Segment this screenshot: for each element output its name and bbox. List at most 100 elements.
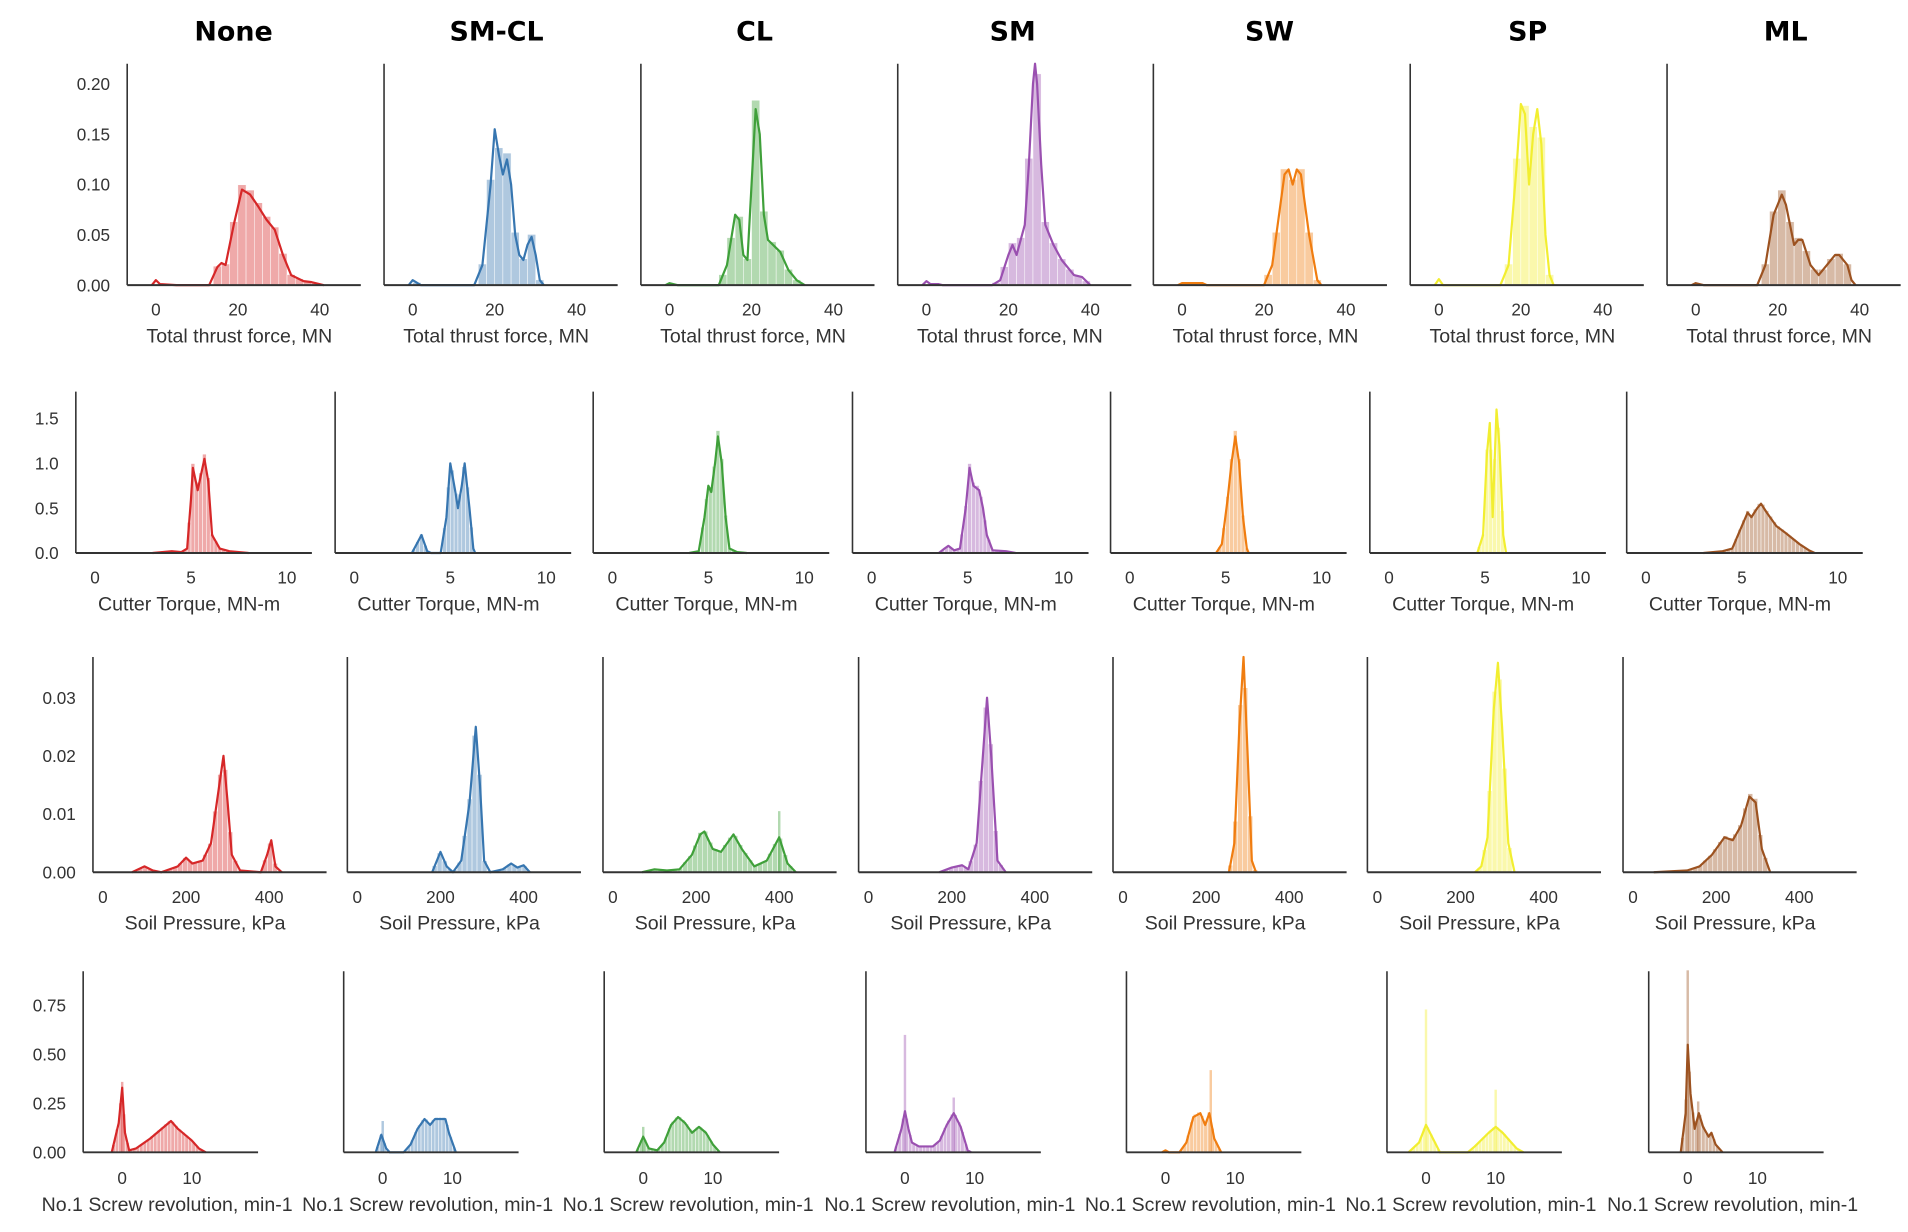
subplot-sp-row3: 0 200 400 Soil Pressure, kPa xyxy=(1366,656,1602,935)
x-tick-label: 20 xyxy=(228,301,247,320)
y-tick-label: 0.15 xyxy=(77,125,110,144)
subplot-sm-row2: 0 5 10 Cutter Torque, MN-m xyxy=(851,391,1089,615)
subplot-sp-row4: 0 10 No.1 Screw revolution, min-1 xyxy=(1345,971,1596,1216)
x-tick-label: 0 xyxy=(1373,888,1383,907)
x-tick-label: 0 xyxy=(864,888,874,907)
kde-curve xyxy=(1653,795,1772,874)
x-tick-label: 0 xyxy=(378,1169,388,1188)
x-tick-label: 5 xyxy=(1737,569,1747,588)
x-axis-label: No.1 Screw revolution, min-1 xyxy=(1345,1194,1596,1216)
x-tick-label: 0 xyxy=(922,301,932,320)
x-tick-label: 40 xyxy=(310,301,329,320)
x-tick-label: 0 xyxy=(1125,569,1135,588)
histogram-bar xyxy=(1196,1112,1201,1153)
histogram-bar xyxy=(120,1081,124,1153)
subplot-sw-row4: 0 10 No.1 Screw revolution, min-1 xyxy=(1085,971,1336,1216)
x-axis-label: Total thrust force, MN xyxy=(660,326,846,348)
histogram-bar xyxy=(1296,168,1306,286)
subplot-none-row1: 0 20 40 Total thrust force, MN 0.00 0.05 0.10 0… xyxy=(77,63,361,348)
column-title: ML xyxy=(1764,17,1808,48)
x-tick-label: 200 xyxy=(426,888,455,907)
x-tick-label: 0 xyxy=(117,1169,127,1188)
subplot-none-row4: 0 10 No.1 Screw revolution, min-1 0.00 0.25 0… xyxy=(33,971,293,1216)
histogram-bar xyxy=(775,250,785,286)
x-tick-label: 5 xyxy=(963,569,973,588)
histogram-bar xyxy=(1776,526,1781,554)
histogram-bar xyxy=(698,1126,703,1153)
histogram-bar xyxy=(1785,221,1795,286)
y-tick-label: 0.00 xyxy=(43,863,76,882)
x-tick-label: 0 xyxy=(1683,1169,1693,1188)
kde-curve xyxy=(1476,408,1508,554)
x-tick-label: 5 xyxy=(446,569,456,588)
x-axis-label: Cutter Torque, MN-m xyxy=(1133,593,1315,615)
subplot-ml-row2: 0 5 10 Cutter Torque, MN-m xyxy=(1625,391,1863,615)
histogram-bar xyxy=(1016,237,1026,286)
histogram-bar xyxy=(777,811,781,873)
kde-curve xyxy=(1407,1123,1525,1154)
histogram-bar xyxy=(1280,168,1289,286)
histogram-bar xyxy=(278,253,288,286)
kde-curve xyxy=(410,462,477,555)
x-tick-label: 5 xyxy=(186,569,196,588)
x-tick-label: 20 xyxy=(742,301,761,320)
histogram-bar xyxy=(767,241,777,286)
subplot-sm-cl-row1: 0 20 40 Total thrust force, MN xyxy=(383,63,618,348)
y-tick-label: 0.5 xyxy=(35,499,59,518)
kde-curve xyxy=(1679,1043,1724,1154)
subplot-cl-row2: 0 5 10 Cutter Torque, MN-m xyxy=(592,391,830,615)
y-tick-label: 0.05 xyxy=(77,226,110,245)
kde-curve xyxy=(921,62,1092,287)
column-title: SM-CL xyxy=(449,17,543,48)
x-axis-label: No.1 Screw revolution, min-1 xyxy=(824,1194,1075,1216)
y-tick-label: 0.50 xyxy=(33,1046,66,1065)
x-tick-label: 0 xyxy=(638,1169,648,1188)
subplot-ml-row4: 0 10 No.1 Screw revolution, min-1 xyxy=(1607,970,1858,1216)
subplot-sm-cl-row3: 0 200 400 Soil Pressure, kPa xyxy=(346,656,581,935)
x-axis-label: Cutter Torque, MN-m xyxy=(357,593,539,615)
kde-curve xyxy=(893,1110,972,1154)
histogram-bar xyxy=(952,1097,955,1153)
x-tick-label: 0 xyxy=(1384,569,1394,588)
y-tick-label: 0.03 xyxy=(43,689,76,708)
x-tick-label: 40 xyxy=(1593,301,1612,320)
x-tick-label: 10 xyxy=(795,569,814,588)
x-tick-label: 200 xyxy=(1192,888,1221,907)
x-tick-label: 400 xyxy=(1529,888,1558,907)
histogram-bar xyxy=(229,221,239,286)
subplot-ml-row1: 0 20 40 Total thrust force, MN xyxy=(1666,63,1901,348)
x-axis-label: Total thrust force, MN xyxy=(917,326,1103,348)
x-tick-label: 10 xyxy=(1312,569,1331,588)
kde-curve xyxy=(110,1086,207,1154)
histogram-bar xyxy=(975,485,980,554)
x-tick-label: 10 xyxy=(1748,1169,1767,1188)
histogram-bar xyxy=(1753,508,1758,554)
column-title: SP xyxy=(1508,17,1547,48)
histogram-bar xyxy=(695,1126,700,1153)
x-tick-label: 400 xyxy=(255,888,284,907)
x-axis-label: Total thrust force, MN xyxy=(403,326,589,348)
histogram-bar xyxy=(1727,837,1734,873)
x-axis-label: No.1 Screw revolution, min-1 xyxy=(42,1194,293,1216)
kde-curve xyxy=(431,725,531,874)
subplot-sm-row1: 0 20 40 Total thrust force, MN xyxy=(896,62,1132,348)
x-axis-label: Soil Pressure, kPa xyxy=(1655,913,1816,935)
kde-curve xyxy=(1177,168,1323,287)
x-tick-label: 0 xyxy=(1421,1169,1431,1188)
histogram-bar xyxy=(1756,503,1762,554)
column-title: SM xyxy=(990,17,1036,48)
x-tick-label: 0 xyxy=(350,569,360,588)
x-axis-label: Soil Pressure, kPa xyxy=(1145,913,1306,935)
histogram-bar xyxy=(1760,504,1766,554)
x-tick-label: 400 xyxy=(509,888,538,907)
histogram-bar xyxy=(438,1117,443,1153)
histogram-bar xyxy=(1494,1089,1497,1153)
x-tick-label: 0 xyxy=(151,301,161,320)
x-tick-label: 10 xyxy=(1486,1169,1505,1188)
x-tick-label: 400 xyxy=(1275,888,1304,907)
x-tick-label: 200 xyxy=(1446,888,1475,907)
kde-curve xyxy=(688,435,747,555)
kde-curve xyxy=(938,696,1007,874)
subplot-none-row3: 0 200 400 Soil Pressure, kPa 0.00 0.01 0.02 0.0… xyxy=(43,656,327,935)
kde-curve xyxy=(374,1117,457,1154)
